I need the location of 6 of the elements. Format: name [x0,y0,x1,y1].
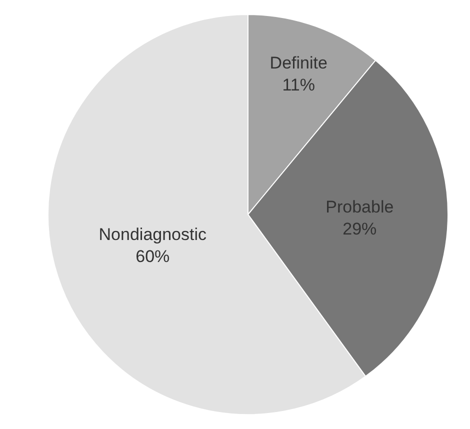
data-label: 60% [136,246,170,266]
data-label: 11% [282,75,315,94]
slice-label: Nondiagnostic [98,224,208,244]
data-label: 29% [342,220,377,239]
slice-label: Probable [326,197,394,216]
slice-label: Definite [270,53,328,72]
